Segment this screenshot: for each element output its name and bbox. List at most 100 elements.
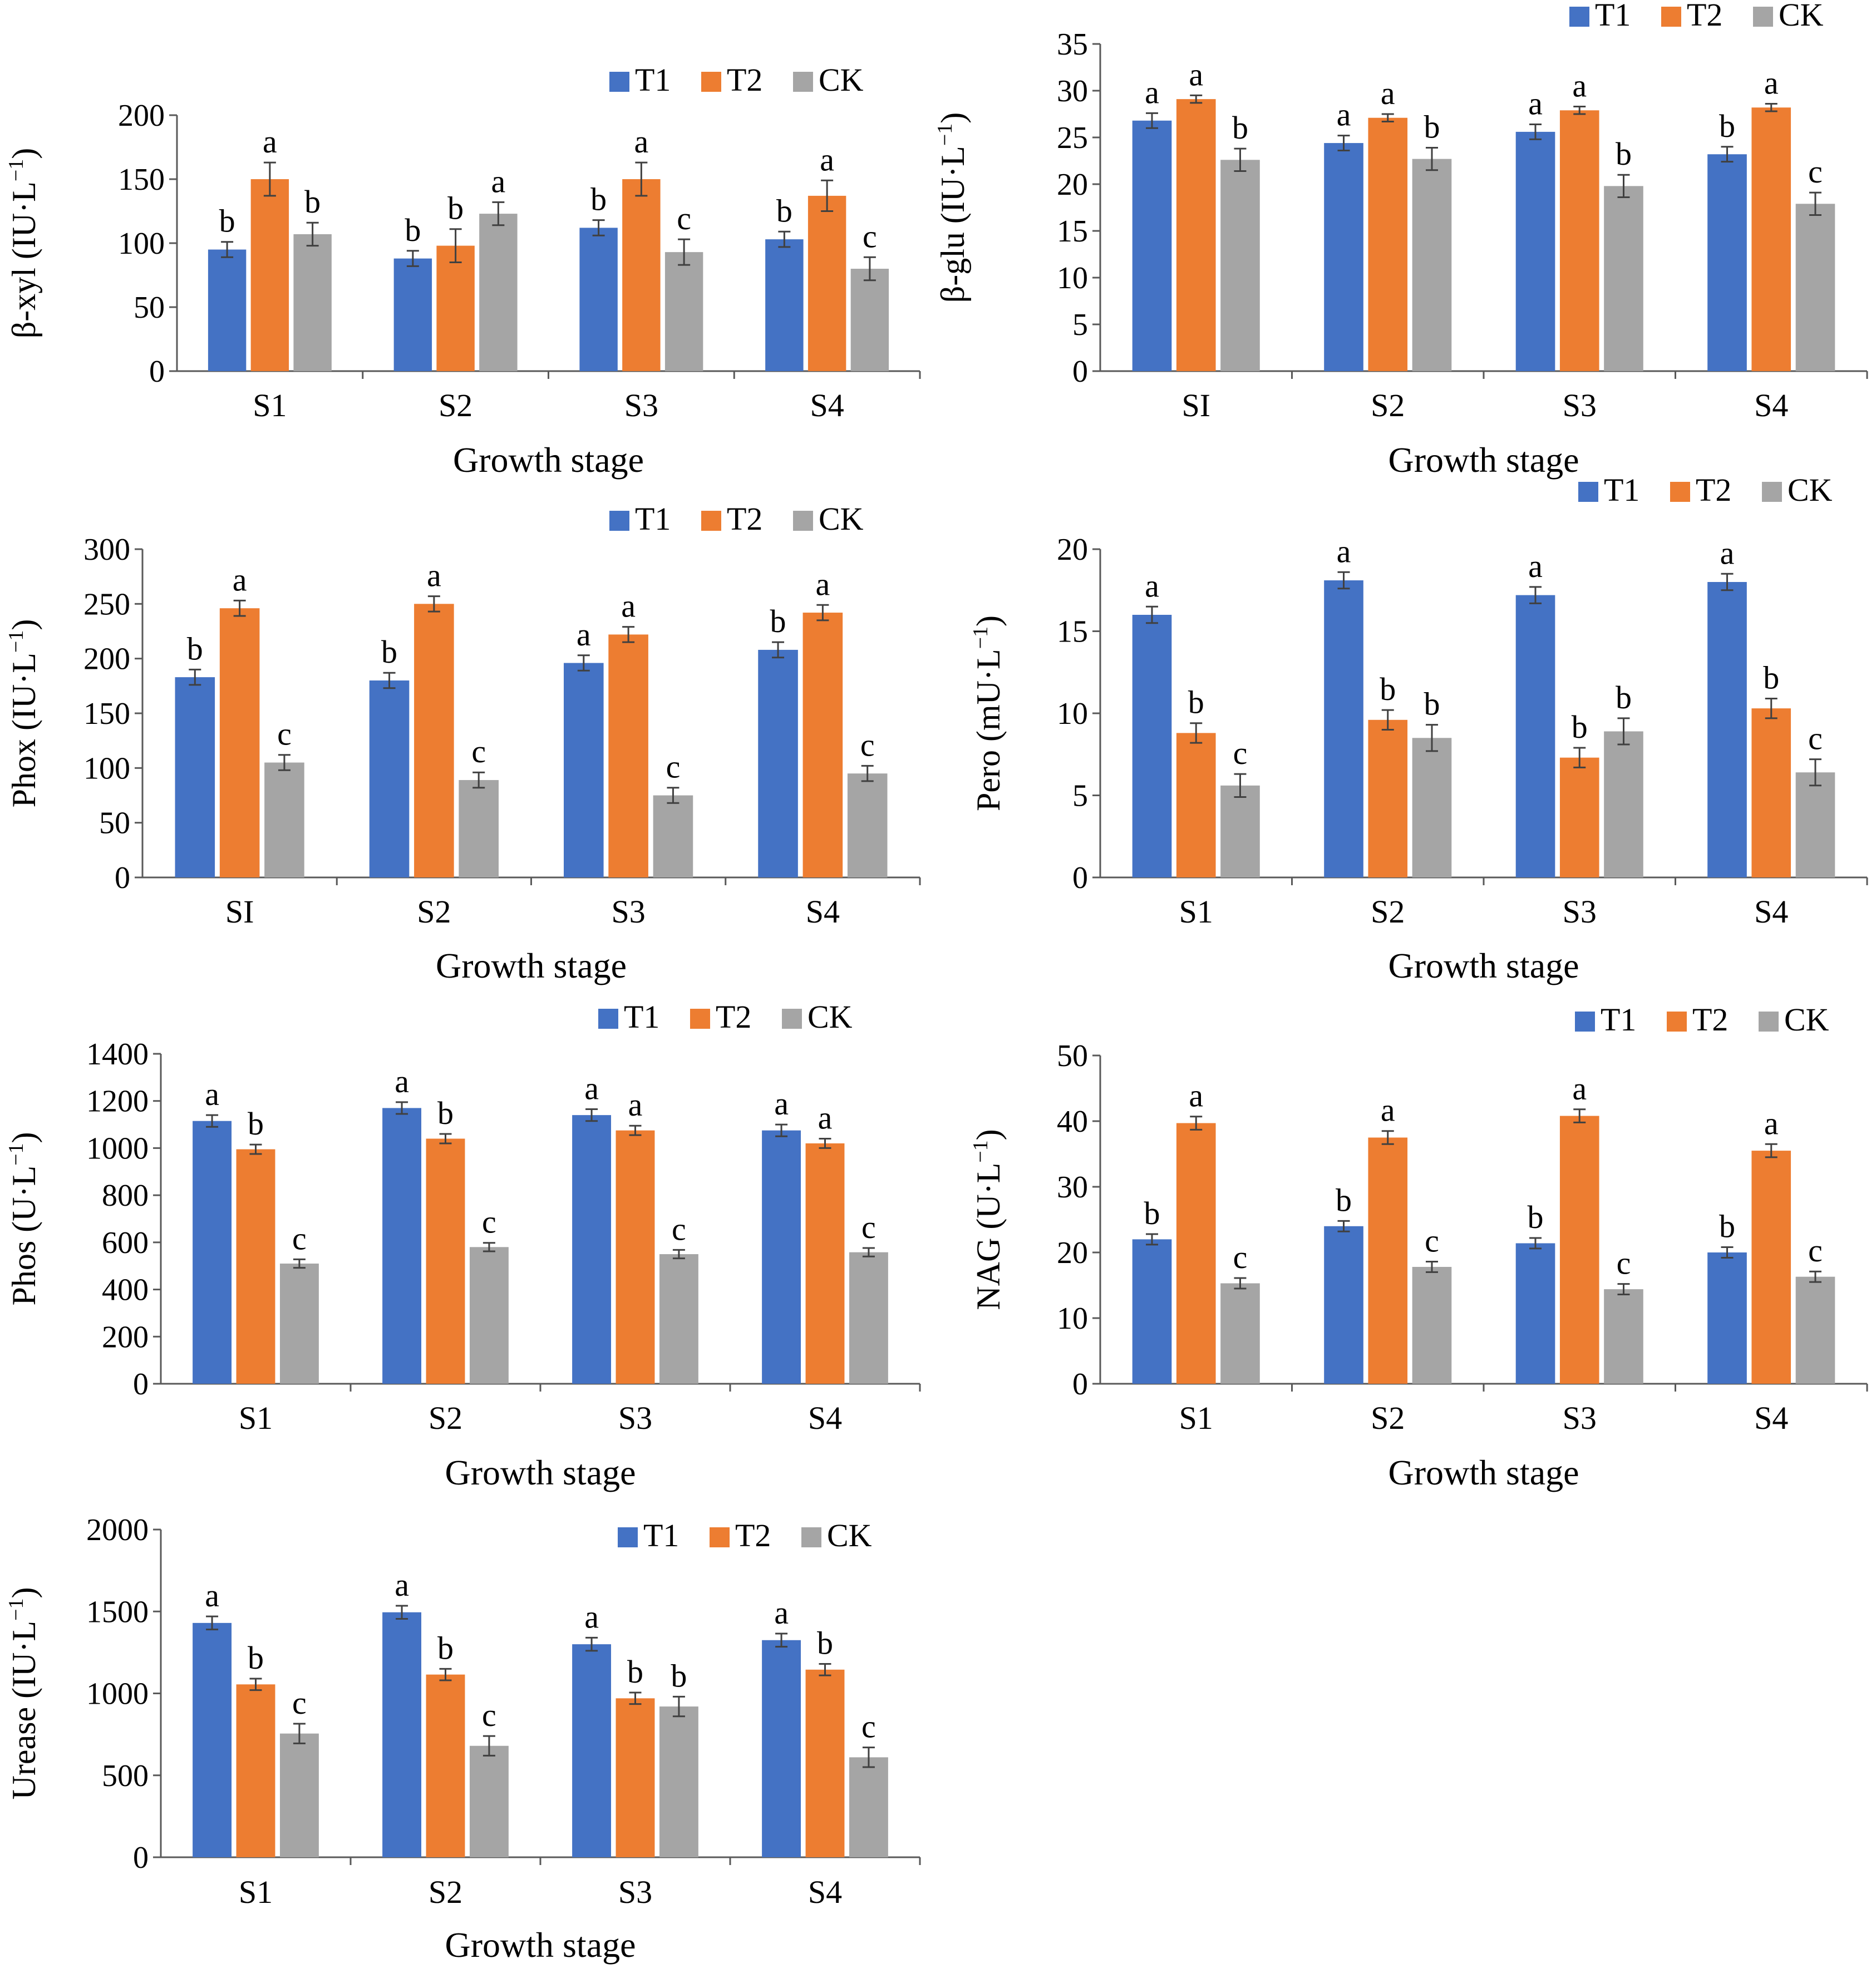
legend-label-T2: T2 [1692, 1002, 1728, 1038]
y-tick-label: 500 [102, 1759, 149, 1793]
legend-label-T1: T1 [643, 1517, 679, 1553]
y-axis-title: NAG (U·L−1) [969, 1129, 1007, 1310]
category-label: S2 [439, 387, 472, 423]
legend: T1 T2 CK [609, 62, 864, 98]
legend-label-T2: T2 [735, 1517, 771, 1553]
significance-letter: a [584, 1599, 599, 1635]
bar-T1-S1 [1132, 615, 1172, 877]
category-label: S3 [1563, 387, 1597, 423]
y-tick-label: 40 [1057, 1104, 1088, 1139]
y-tick-label: 50 [134, 290, 165, 325]
significance-letter: c [672, 1211, 686, 1247]
bar-CK-SI [1220, 160, 1260, 371]
bar-T1-S2 [1324, 1226, 1363, 1384]
bar-T1-S3 [579, 228, 618, 371]
category-label: S1 [239, 1874, 273, 1910]
legend-label-T2: T2 [727, 501, 762, 537]
bar-T2-S1 [250, 179, 289, 371]
bar-T1-S2 [1324, 580, 1363, 877]
significance-letter: a [1189, 56, 1203, 92]
significance-letter: a [233, 561, 247, 598]
y-tick-label: 20 [1057, 167, 1088, 202]
bar-T2-S1 [236, 1684, 275, 1857]
significance-letter: c [277, 716, 292, 752]
legend-swatch-CK [1753, 7, 1773, 27]
legend-swatch-CK [1762, 482, 1782, 502]
significance-letter: a [1381, 75, 1395, 111]
legend-swatch-T1 [1569, 7, 1589, 27]
category-label: SI [225, 894, 254, 930]
bar-CK-S4 [1795, 204, 1835, 371]
legend-swatch-T2 [1661, 7, 1681, 27]
bar-CK-S1 [1220, 1283, 1260, 1384]
y-tick-label: 100 [118, 226, 165, 261]
bar-T2-S4 [802, 613, 843, 877]
bar-CK-S3 [1604, 186, 1643, 371]
significance-letter: a [395, 1567, 409, 1603]
bar-CK-SI [264, 762, 304, 877]
significance-letter: c [292, 1220, 307, 1256]
bar-T2-S3 [1559, 110, 1599, 371]
significance-letter: a [205, 1577, 219, 1614]
significance-letter: c [1233, 1239, 1248, 1275]
category-label: S4 [806, 894, 840, 930]
bar-CK-S2 [1412, 1266, 1452, 1384]
significance-letter: a [774, 1086, 789, 1122]
bar-CK-S1 [279, 1733, 319, 1857]
significance-letter: c [1808, 154, 1823, 190]
legend-swatch-CK [793, 72, 813, 92]
y-tick-label: 15 [1057, 615, 1088, 649]
category-label: S3 [618, 1874, 652, 1910]
legend-swatch-CK [1759, 1012, 1779, 1032]
legend-swatch-T1 [598, 1009, 618, 1029]
x-axis-title: Growth stage [1388, 946, 1579, 985]
bar-CK-S3 [1604, 1289, 1643, 1384]
significance-letter: b [187, 630, 203, 667]
bar-T2-S2 [1368, 719, 1408, 877]
category-label: S3 [611, 894, 645, 930]
significance-letter: a [1572, 68, 1587, 104]
bar-T2-S3 [622, 179, 661, 371]
significance-letter: a [1720, 535, 1735, 571]
y-tick-label: 20 [1057, 1236, 1088, 1270]
bar-T2-S4 [1751, 107, 1791, 372]
legend-swatch-T2 [710, 1527, 730, 1547]
y-tick-label: 25 [1057, 121, 1088, 155]
bar-T1-S4 [1707, 582, 1747, 877]
bar-T1-S4 [758, 649, 798, 877]
bar-CK-S2 [479, 214, 518, 371]
legend-label-T2: T2 [1687, 0, 1722, 33]
category-label: S1 [239, 1400, 273, 1436]
bar-T1-S1 [193, 1622, 232, 1857]
significance-letter: a [816, 566, 830, 602]
bar-T1-S1 [1132, 1239, 1172, 1384]
category-label: S4 [808, 1874, 842, 1910]
significance-letter: a [1337, 533, 1351, 569]
significance-letter: c [863, 218, 877, 254]
y-tick-label: 0 [1072, 354, 1088, 389]
legend-label-CK: CK [819, 501, 864, 537]
bar-T1-S2 [393, 258, 432, 371]
y-tick-label: 10 [1057, 697, 1088, 731]
y-tick-label: 15 [1057, 214, 1088, 249]
legend-swatch-T1 [1575, 1012, 1595, 1032]
significance-letter: b [1719, 108, 1735, 144]
bar-T2-S3 [608, 634, 648, 877]
bar-T2-S1 [1176, 733, 1216, 877]
y-tick-label: 35 [1057, 27, 1088, 62]
bar-T2-S3 [616, 1698, 655, 1857]
bar-T2-S3 [616, 1130, 655, 1384]
significance-letter: b [590, 181, 607, 218]
bar-CK-S1 [279, 1263, 319, 1384]
legend-swatch-T1 [1578, 482, 1598, 502]
bar-CK-S3 [664, 252, 703, 371]
significance-letter: c [861, 1709, 876, 1745]
y-tick-label: 600 [102, 1226, 149, 1260]
bar-T2-S4 [1751, 1151, 1791, 1384]
y-axis-title: β-glu (IU·L−1) [933, 112, 971, 303]
bar-T1-SI [1132, 120, 1172, 371]
significance-letter: b [1424, 686, 1440, 722]
bar-CK-S4 [1795, 1276, 1835, 1384]
legend-swatch-CK [801, 1527, 821, 1547]
